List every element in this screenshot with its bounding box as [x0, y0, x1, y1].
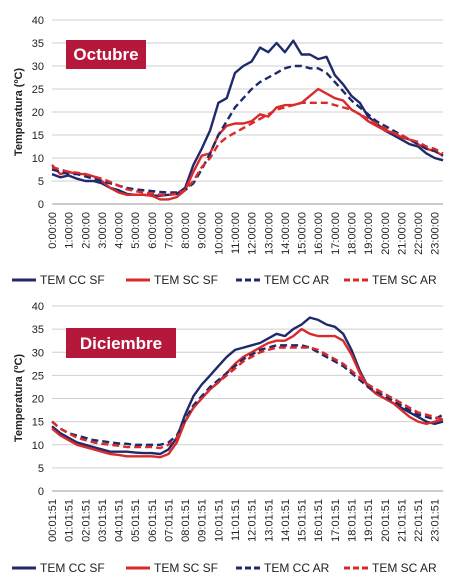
x-tick-label: 09:01:51	[197, 499, 209, 542]
series-line-tem-sc-sf	[51, 87, 444, 201]
chart-diciembre-y-axis-label: Temperatura (ºC)	[13, 354, 25, 442]
x-tick-label: 10:01:51	[213, 499, 225, 542]
x-tick-label: 14:00:00	[280, 212, 292, 255]
y-tick-label: 10	[32, 153, 44, 165]
chart-octubre: 0 5 10 15 20 25 30 35 40 0:00:00 1:00:00 2:00:00 3:…	[12, 15, 444, 287]
legend-label: TEM SC SF	[154, 273, 218, 287]
x-tick-label: 21:00:00	[396, 212, 408, 255]
chart-diciembre-lines	[51, 316, 444, 459]
x-tick-label: 22:01:51	[413, 499, 425, 542]
x-tick-label: 06:01:51	[147, 499, 159, 542]
x-tick-label: 19:00:00	[363, 212, 375, 255]
y-tick-label: 0	[38, 486, 44, 498]
chart-diciembre-x-ticks: 00:01:51 01:01:51 02:01:51 03:01:51 04:01:51…	[47, 499, 442, 542]
chart-octubre-title: Octubre	[73, 45, 138, 64]
y-tick-label: 40	[32, 15, 44, 27]
chart-diciembre-gridlines	[52, 305, 443, 492]
x-tick-label: 9:00:00	[197, 212, 209, 249]
series-line-tem-sc-sf	[51, 327, 444, 459]
x-tick-label: 20:00:00	[380, 212, 392, 255]
y-tick-label: 30	[32, 347, 44, 359]
legend-label: TEM SC AR	[372, 561, 437, 575]
legend-label: TEM SC AR	[372, 273, 437, 287]
chart-octubre-y-axis-label: Temperatura (ºC)	[13, 68, 25, 156]
chart-octubre-legend: TEM CC SF TEM SC SF TEM CC AR TEM SC AR	[12, 273, 437, 287]
x-tick-label: 16:01:51	[313, 499, 325, 542]
chart-diciembre-title: Diciembre	[80, 334, 162, 353]
x-tick-label: 01:01:51	[64, 499, 76, 542]
legend-label: TEM SC SF	[154, 561, 218, 575]
x-tick-label: 6:00:00	[147, 212, 159, 249]
y-tick-label: 10	[32, 440, 44, 452]
x-tick-label: 15:00:00	[297, 212, 309, 255]
x-tick-label: 07:01:51	[163, 499, 175, 542]
x-tick-label: 17:00:00	[330, 212, 342, 255]
y-tick-label: 0	[38, 199, 44, 211]
x-tick-label: 02:01:51	[80, 499, 92, 542]
chart-octubre-y-ticks: 0 5 10 15 20 25 30 35 40	[32, 15, 44, 211]
y-tick-label: 20	[32, 394, 44, 406]
x-tick-label: 0:00:00	[47, 212, 59, 249]
x-tick-label: 11:00:00	[230, 212, 242, 254]
x-tick-label: 13:00:00	[263, 212, 275, 255]
x-tick-label: 4:00:00	[114, 212, 126, 249]
x-tick-label: 03:01:51	[97, 499, 109, 542]
series-line-tem-cc-ar	[51, 344, 444, 446]
chart-octubre-title-badge	[66, 40, 146, 69]
chart-diciembre: 0 5 10 15 20 25 30 35 40 00:01:51 01:01:51 02:01:5…	[12, 301, 444, 575]
y-tick-label: 40	[32, 301, 44, 313]
y-tick-label: 5	[38, 176, 44, 188]
y-tick-label: 5	[38, 463, 44, 475]
y-tick-label: 20	[32, 107, 44, 119]
legend-label: TEM CC SF	[40, 273, 105, 287]
chart-octubre-lines	[51, 39, 444, 201]
x-tick-label: 18:01:51	[346, 499, 358, 542]
y-tick-label: 35	[32, 38, 44, 50]
x-tick-label: 05:01:51	[130, 499, 142, 542]
x-tick-label: 21:01:51	[396, 499, 408, 542]
x-tick-label: 11:01:51	[230, 499, 242, 541]
y-tick-label: 15	[32, 417, 44, 429]
x-tick-label: 10:00:00	[213, 212, 225, 255]
x-tick-label: 2:00:00	[80, 212, 92, 249]
x-tick-label: 7:00:00	[163, 212, 175, 249]
series-line-tem-sc-ar	[51, 346, 444, 450]
y-tick-label: 15	[32, 130, 44, 142]
x-tick-label: 08:01:51	[180, 499, 192, 542]
x-tick-label: 8:00:00	[180, 212, 192, 249]
x-tick-label: 20:01:51	[380, 499, 392, 542]
x-tick-label: 13:01:51	[263, 499, 275, 542]
x-tick-label: 23:01:51	[430, 499, 442, 542]
x-tick-label: 23:00:00	[430, 212, 442, 255]
y-tick-label: 25	[32, 84, 44, 96]
x-tick-label: 15:01:51	[297, 499, 309, 542]
x-tick-label: 5:00:00	[130, 212, 142, 249]
y-tick-label: 30	[32, 61, 44, 73]
chart-diciembre-y-ticks: 0 5 10 15 20 25 30 35 40	[32, 301, 44, 498]
x-tick-label: 18:00:00	[346, 212, 358, 255]
x-tick-label: 1:00:00	[64, 212, 76, 249]
legend-label: TEM CC AR	[264, 273, 330, 287]
y-tick-label: 25	[32, 370, 44, 382]
x-tick-label: 17:01:51	[330, 499, 342, 542]
y-tick-label: 35	[32, 324, 44, 336]
chart-diciembre-legend: TEM CC SF TEM SC SF TEM CC AR TEM SC AR	[12, 561, 437, 575]
x-tick-label: 12:01:51	[247, 499, 259, 542]
x-tick-label: 22:00:00	[413, 212, 425, 255]
chart-diciembre-title-badge	[66, 328, 176, 358]
legend-label: TEM CC AR	[264, 561, 330, 575]
x-tick-label: 12:00:00	[247, 212, 259, 255]
series-line-tem-sc-ar	[51, 101, 444, 197]
x-tick-label: 04:01:51	[114, 499, 126, 542]
x-tick-label: 3:00:00	[97, 212, 109, 249]
x-tick-label: 19:01:51	[363, 499, 375, 542]
x-tick-label: 16:00:00	[313, 212, 325, 255]
x-tick-label: 00:01:51	[47, 499, 59, 542]
legend-label: TEM CC SF	[40, 561, 105, 575]
x-tick-label: 14:01:51	[280, 499, 292, 542]
chart-octubre-x-ticks: 0:00:00 1:00:00 2:00:00 3:00:00 4:00:00 5:00:…	[47, 212, 442, 255]
